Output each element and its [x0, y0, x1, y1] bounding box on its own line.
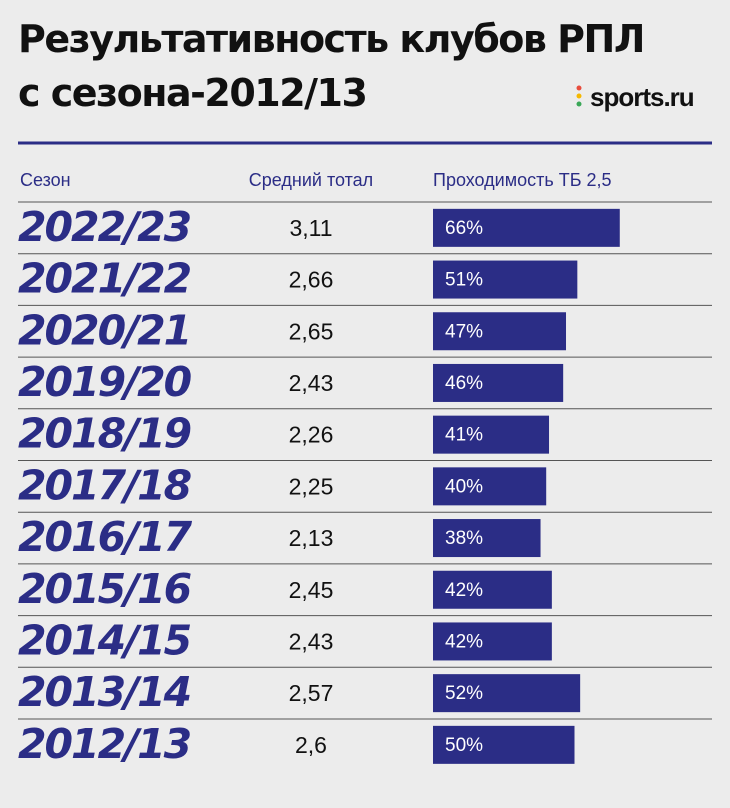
bar-label: 42% — [445, 631, 483, 652]
bar — [433, 725, 575, 764]
bar-label: 66% — [445, 218, 483, 239]
logo-dot — [576, 93, 582, 99]
season-label: 2020/21 — [18, 306, 190, 354]
bar-label: 40% — [445, 476, 483, 497]
bar — [433, 363, 564, 402]
bar — [433, 415, 550, 454]
bar-label: 47% — [445, 321, 483, 342]
season-label: 2012/13 — [18, 720, 191, 768]
season-label: 2017/18 — [18, 461, 192, 509]
bar — [433, 674, 581, 713]
column-header: Средний тотал — [249, 170, 373, 190]
average-total: 2,66 — [289, 267, 334, 293]
average-total: 2,65 — [289, 318, 334, 344]
bar-label: 38% — [445, 528, 483, 549]
source-logo: sports.ru — [590, 82, 695, 112]
bar — [433, 467, 547, 506]
bar — [433, 208, 620, 247]
bar-label: 52% — [445, 683, 483, 704]
season-label: 2013/14 — [18, 668, 191, 716]
average-total: 2,25 — [289, 473, 334, 499]
bar — [433, 312, 567, 351]
column-header: Проходимость ТБ 2,5 — [433, 170, 612, 190]
bar — [433, 570, 552, 609]
bar-label: 42% — [445, 580, 483, 601]
bar — [433, 519, 541, 558]
average-total: 2,43 — [289, 629, 334, 655]
bar-label: 51% — [445, 270, 483, 291]
logo-dot — [576, 85, 582, 91]
season-label: 2022/23 — [18, 203, 191, 251]
average-total: 2,13 — [289, 525, 334, 551]
season-label: 2018/19 — [18, 410, 191, 458]
season-label: 2015/16 — [18, 565, 192, 613]
season-label: 2021/22 — [18, 255, 191, 303]
season-label: 2014/15 — [18, 616, 191, 664]
average-total: 2,6 — [295, 732, 327, 758]
season-label: 2016/17 — [18, 513, 193, 561]
average-total: 2,57 — [289, 680, 334, 706]
bar — [433, 260, 578, 299]
average-total: 2,45 — [289, 577, 334, 603]
average-total: 2,26 — [289, 422, 334, 448]
column-header: Сезон — [20, 170, 71, 190]
bar-label: 41% — [445, 425, 483, 446]
title: Результативность клубов РПЛ с сезона-201… — [18, 17, 645, 115]
season-label: 2019/20 — [18, 358, 192, 406]
bar-label: 46% — [445, 373, 483, 394]
bar-label: 50% — [445, 735, 483, 756]
average-total: 3,11 — [289, 215, 332, 241]
average-total: 2,43 — [289, 370, 334, 396]
bar — [433, 622, 552, 661]
logo-dot — [576, 101, 582, 107]
